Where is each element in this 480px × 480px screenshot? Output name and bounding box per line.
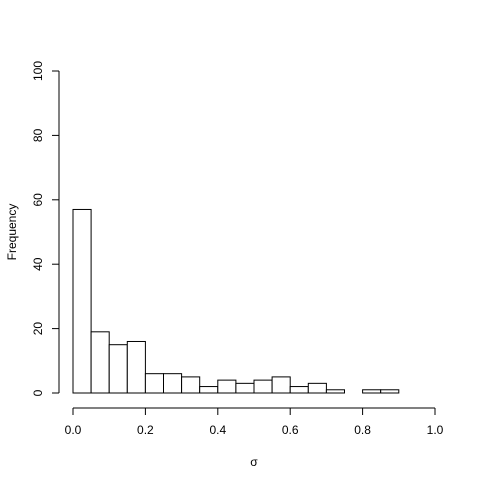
y-tick-label: 80 (31, 128, 45, 142)
x-tick-label: 0.0 (65, 423, 82, 437)
y-tick-label: 60 (31, 193, 45, 207)
y-tick-label: 100 (31, 61, 45, 81)
histogram-bar (271, 376, 291, 394)
x-tick-label: 0.8 (354, 423, 371, 437)
histogram-bar (144, 373, 164, 394)
histogram-bar (362, 389, 382, 394)
histogram-bar (181, 376, 201, 394)
histogram-bar (90, 331, 110, 394)
histogram-bar (108, 344, 128, 394)
x-axis: 0.0 0.2 0.4 0.6 0.8 1.0 (65, 407, 444, 437)
x-tick-label: 0.6 (282, 423, 299, 437)
histogram-bar (380, 389, 400, 394)
histogram-bar (307, 382, 327, 394)
y-axis: 0 20 40 60 80 100 (31, 61, 60, 396)
histogram-bar (325, 389, 345, 394)
histogram-bar (163, 373, 183, 394)
y-tick-label: 40 (31, 257, 45, 271)
histogram-bar (235, 382, 255, 394)
x-tick-label: 0.2 (137, 423, 154, 437)
y-axis-title: Frequency (5, 204, 19, 261)
histogram-bar (217, 379, 237, 394)
bars-layer (72, 208, 400, 394)
y-tick-label: 0 (31, 389, 45, 396)
histogram-bar (199, 386, 219, 394)
y-tick-label: 20 (31, 322, 45, 336)
histogram-bar (126, 340, 146, 394)
x-axis-title: σ (250, 455, 258, 469)
histogram-bar (72, 208, 92, 394)
histogram-bar (253, 379, 273, 394)
x-tick-label: 0.4 (209, 423, 226, 437)
histogram-bar (289, 386, 309, 394)
x-tick-label: 1.0 (427, 423, 444, 437)
